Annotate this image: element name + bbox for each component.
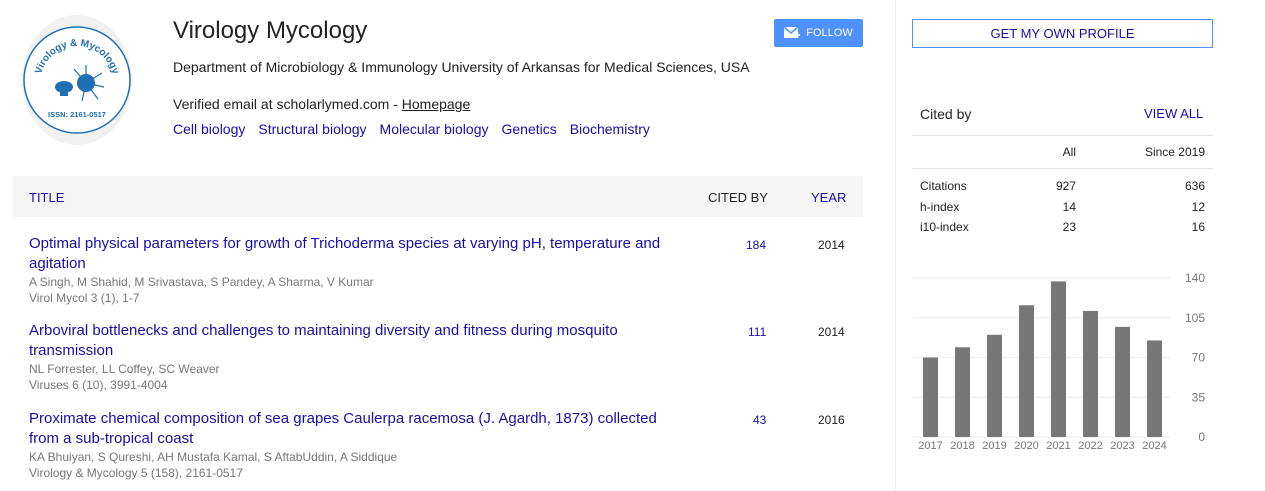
stat-label: i10-index — [920, 220, 969, 234]
stat-since: 16 — [1191, 220, 1205, 234]
sort-year[interactable]: YEAR — [811, 190, 847, 205]
bar-2024[interactable] — [1147, 340, 1162, 437]
journal-logo: Virology & Mycology ISSN: 2161-0517 — [22, 15, 132, 145]
authors: A Singh, M Shahid, M Srivastava, S Pande… — [29, 275, 374, 289]
year: 2014 — [818, 325, 845, 339]
citations-chart: 0 35 70 105 140 2017 2018 2019 2020 2021 2022 2023 2… — [913, 271, 1206, 452]
x-tick-label: 2020 — [1014, 440, 1038, 452]
authors: NL Forrester, LL Coffey, SC Weaver — [29, 362, 220, 376]
stat-all: 23 — [1062, 220, 1076, 234]
interests: Cell biology Structural biology Molecular … — [173, 121, 663, 137]
table-row: Optimal physical parameters for growth o… — [29, 234, 859, 306]
svg-text:ISSN: 2161-0517: ISSN: 2161-0517 — [48, 110, 106, 119]
year: 2014 — [818, 238, 845, 252]
x-tick-label: 2022 — [1078, 440, 1102, 452]
divider — [912, 168, 1213, 169]
stat-all: 927 — [1055, 179, 1076, 193]
bar-2022[interactable] — [1083, 310, 1098, 437]
year: 2016 — [818, 413, 845, 427]
article-title[interactable]: Optimal physical parameters for growth o… — [29, 235, 661, 272]
article-title[interactable]: Arboviral bottlenecks and challenges to … — [29, 322, 618, 359]
y-tick-label: 35 — [1192, 390, 1206, 404]
x-tick-label: 2023 — [1110, 440, 1134, 452]
x-tick-label: 2021 — [1046, 440, 1070, 452]
cited-count[interactable]: 184 — [746, 238, 767, 252]
email-text: Verified email at scholarlymed.com - — [173, 96, 402, 112]
stat-since: 636 — [1184, 179, 1205, 193]
view-all-link[interactable]: VIEW ALL — [1144, 106, 1204, 121]
bar-2018[interactable] — [955, 347, 970, 437]
y-tick-label: 105 — [1185, 311, 1205, 325]
bar-2020[interactable] — [1019, 305, 1034, 437]
interest-link[interactable]: Molecular biology — [379, 121, 489, 137]
interest-link[interactable]: Biochemistry — [569, 121, 650, 137]
x-tick-label: 2024 — [1142, 440, 1166, 452]
table-row: Arboviral bottlenecks and challenges to … — [29, 321, 859, 393]
interest-link[interactable]: Genetics — [501, 121, 557, 137]
bar-2021[interactable] — [1051, 281, 1066, 437]
cited-by-heading: Cited by — [920, 106, 972, 122]
table-row: Proximate chemical composition of sea gr… — [29, 409, 859, 481]
bar-2017[interactable] — [923, 357, 938, 438]
cited-count[interactable]: 43 — [753, 413, 767, 427]
divider — [912, 135, 1213, 136]
mail-icon — [784, 26, 801, 38]
affiliation: Department of Microbiology & Immunology … — [173, 59, 750, 75]
divider — [895, 0, 896, 491]
bar-2023[interactable] — [1115, 326, 1130, 437]
profile-name: Virology Mycology — [173, 17, 368, 44]
sort-title[interactable]: TITLE — [29, 190, 65, 205]
follow-button[interactable]: FOLLOW — [774, 19, 863, 47]
x-tick-label: 2019 — [982, 440, 1006, 452]
article-title[interactable]: Proximate chemical composition of sea gr… — [29, 410, 657, 447]
stat-all: 14 — [1062, 199, 1076, 214]
y-tick-label: 0 — [1198, 430, 1205, 444]
stat-since: 12 — [1191, 199, 1205, 214]
venue: Virol Mycol 3 (1), 1-7 — [29, 291, 140, 305]
table-header: TITLE CITED BY YEAR — [13, 176, 863, 217]
x-tick-label: 2018 — [950, 440, 974, 452]
stat-label: h-index — [920, 199, 960, 214]
bar-2019[interactable] — [987, 334, 1002, 437]
col-all: All — [1062, 145, 1076, 159]
follow-label: FOLLOW — [806, 27, 853, 39]
x-tick-label: 2017 — [918, 440, 942, 452]
venue: Virology & Mycology 5 (158), 2161-0517 — [29, 466, 243, 480]
cited-by-header[interactable]: CITED BY — [708, 190, 768, 205]
interest-link[interactable]: Structural biology — [258, 121, 367, 137]
interest-link[interactable]: Cell biology — [173, 121, 246, 137]
cited-count[interactable]: 111 — [748, 325, 767, 339]
homepage-link[interactable]: Homepage — [401, 96, 471, 112]
authors: KA Bhuiyan, S Qureshi, AH Mustafa Kamal,… — [29, 450, 398, 464]
venue: Viruses 6 (10), 3991-4004 — [29, 378, 168, 392]
y-tick-label: 140 — [1185, 271, 1205, 285]
y-tick-label: 70 — [1192, 351, 1206, 365]
get-profile-button[interactable]: GET MY OWN PROFILE — [912, 19, 1213, 48]
verified-email: Verified email at scholarlymed.com - Hom… — [173, 96, 470, 112]
stat-label: Citations — [920, 179, 967, 193]
col-since: Since 2019 — [1144, 145, 1205, 159]
